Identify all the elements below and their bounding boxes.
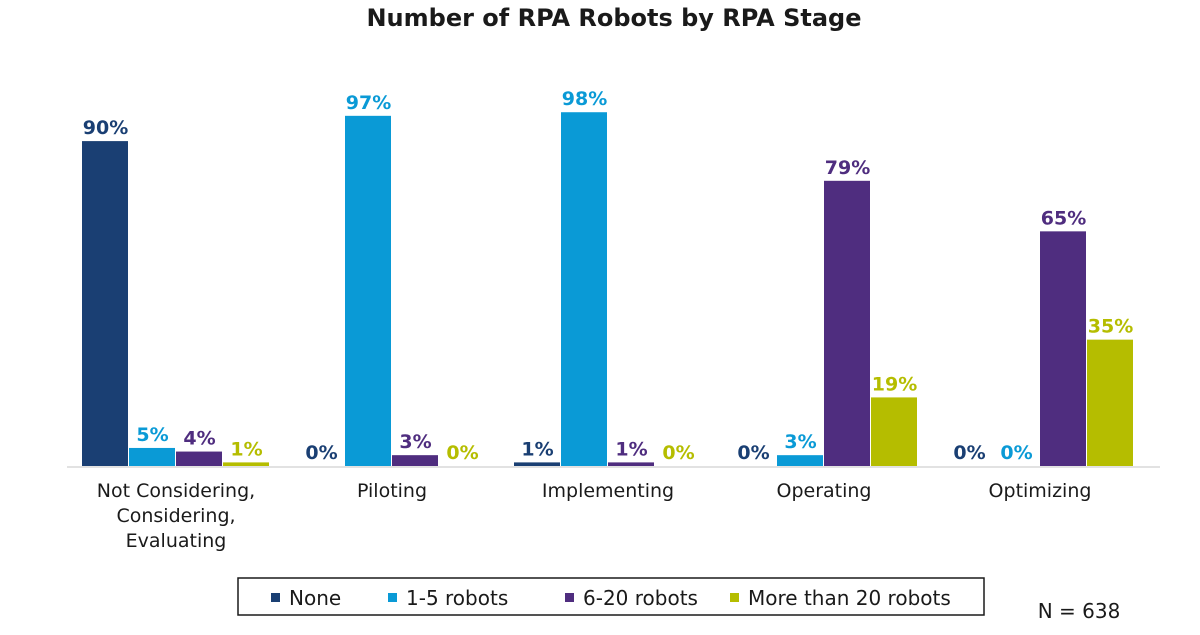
legend-swatch-1	[271, 593, 280, 602]
bar-4-3	[824, 180, 870, 466]
legend: None 1-5 robots 6-20 robots More than 20 ro…	[237, 577, 985, 616]
category-labels-layer: Not Considering, Considering, Evaluating Pi…	[97, 480, 1092, 552]
bar-1-1	[82, 141, 128, 466]
value-label-3-4: 0%	[662, 442, 694, 464]
value-label-1-4: 1%	[230, 438, 262, 460]
legend-swatch-2	[388, 593, 397, 602]
value-label-1-2: 5%	[136, 424, 168, 446]
bar-5-4	[1087, 339, 1133, 466]
value-label-2-2: 97%	[346, 92, 391, 114]
value-label-5-2: 0%	[1000, 442, 1032, 464]
legend-label-2: 1-5 robots	[406, 586, 508, 610]
bar-2-3	[392, 455, 438, 466]
value-label-4-1: 0%	[737, 442, 769, 464]
value-label-2-3: 3%	[399, 431, 431, 453]
category-label-1: Not Considering, Considering, Evaluating	[97, 480, 255, 552]
legend-label-1: None	[289, 586, 341, 610]
category-label-5: Optimizing	[989, 480, 1092, 502]
bar-1-4	[223, 462, 269, 466]
value-label-3-3: 1%	[615, 438, 647, 460]
value-labels-layer: 90% 5% 4% 1% 0% 97% 3% 0% 1% 98% 1% 0% 0% 3% 79% 19% 0% 0…	[83, 88, 1133, 464]
bar-4-2	[777, 455, 823, 466]
value-label-5-4: 35%	[1088, 316, 1133, 338]
legend-swatch-4	[730, 593, 739, 602]
value-label-4-3: 79%	[825, 157, 870, 179]
category-label-4: Operating	[777, 480, 872, 502]
value-label-1-3: 4%	[183, 428, 215, 450]
legend-label-3: 6-20 robots	[583, 586, 698, 610]
value-label-3-2: 98%	[562, 88, 607, 110]
value-label-2-1: 0%	[305, 442, 337, 464]
value-label-5-3: 65%	[1041, 207, 1086, 229]
bar-3-3	[608, 462, 654, 466]
bar-4-4	[871, 397, 917, 466]
bar-1-2	[129, 447, 175, 466]
legend-swatch-3	[565, 593, 574, 602]
legend-box	[237, 577, 985, 616]
bar-3-2	[561, 112, 607, 466]
bar-1-3	[176, 451, 222, 466]
value-label-3-1: 1%	[521, 438, 553, 460]
value-label-4-2: 3%	[784, 431, 816, 453]
bars-layer	[82, 112, 1133, 466]
value-label-5-1: 0%	[953, 442, 985, 464]
legend-label-4: More than 20 robots	[748, 586, 951, 610]
bar-5-3	[1040, 231, 1086, 466]
value-label-1-1: 90%	[83, 117, 128, 139]
category-label-2: Piloting	[357, 480, 427, 502]
value-label-4-4: 19%	[872, 373, 917, 395]
chart-title: Number of RPA Robots by RPA Stage	[366, 4, 861, 32]
sample-size-note: N = 638	[1038, 599, 1121, 623]
value-label-2-4: 0%	[446, 442, 478, 464]
bar-3-1	[514, 462, 560, 466]
category-label-3: Implementing	[542, 480, 674, 502]
bar-2-2	[345, 115, 391, 466]
